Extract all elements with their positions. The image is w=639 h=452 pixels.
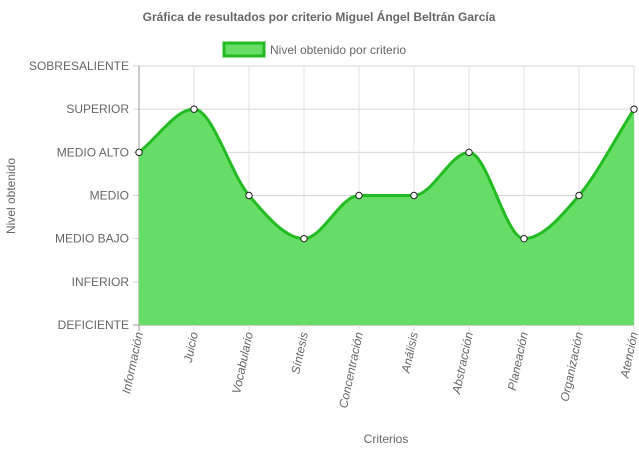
chart-title: Gráfica de resultados por criterio Migue… [143,9,496,24]
x-tick-label: Planeación [505,330,531,391]
data-point[interactable] [135,148,143,157]
x-axis-label: Criterios [364,432,409,446]
x-axis-ticks: Información Juicio Vocabulario Síntesis Conc… [119,330,639,409]
legend-label: Nivel obtenido por criterio [270,43,406,57]
data-point[interactable] [520,234,528,243]
x-tick-label: Vocabulario [229,330,256,395]
data-point[interactable] [410,191,418,200]
series-area-fill [139,109,634,326]
data-point[interactable] [300,234,308,243]
data-point[interactable] [575,191,583,200]
data-point[interactable] [465,148,473,157]
data-point[interactable] [630,105,638,113]
data-point[interactable] [190,105,198,113]
y-tick-label: MEDIO ALTO [57,145,129,159]
y-tick-label: SUPERIOR [66,102,129,116]
x-tick-label: Concentración [336,330,366,409]
y-tick-label: INFERIOR [72,275,130,289]
x-tick-label: Información [119,330,146,395]
y-tick-label: MEDIO BAJO [55,232,129,246]
x-tick-label: Organización [558,330,586,402]
y-tick-label: DEFICIENTE [58,318,129,332]
legend[interactable]: Nivel obtenido por criterio [222,41,406,58]
series-points [135,105,638,243]
y-axis-label: Nivel obtenido [4,158,18,234]
x-tick-label: Abstracción [449,330,476,396]
y-tick-label: MEDIO [90,189,129,203]
x-tick-label: Síntesis [288,331,311,376]
legend-swatch [222,41,266,58]
x-tick-label: Juicio [181,330,201,364]
series-area [138,107,636,326]
y-tick-label: SOBRESALIENTE [29,59,129,73]
y-axis-ticks: DEFICIENTE INFERIOR MEDIO BAJO MEDIO MEDIO A… [29,59,129,332]
x-tick-label: Análisis [398,331,421,375]
data-point[interactable] [245,191,253,200]
series-line [138,107,636,241]
x-tick-label: Atención [617,330,639,380]
data-point[interactable] [355,191,363,200]
